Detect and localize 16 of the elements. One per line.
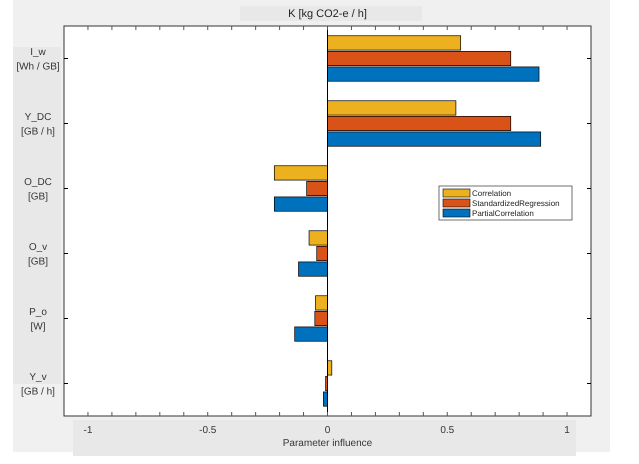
x-tick-label: 0 [324, 425, 331, 436]
x-tick-label: 1 [564, 425, 570, 436]
y-tick-label: Y_DC [GB / h] [21, 112, 56, 138]
legend-label: Correlation [472, 189, 512, 198]
x-tick-label: -0.5 [199, 425, 217, 436]
y-tick-label: I_w [Wh / GB] [16, 47, 60, 72]
legend-label: PartialCorrelation [472, 209, 534, 218]
chart-title: K [kg CO2-e / h] [288, 8, 367, 20]
legend-label: StandardizedRegression [472, 199, 560, 208]
y-tick-label: O_DC [GB] [24, 177, 52, 202]
y-tick-label: P_o [W] [29, 307, 48, 332]
x-tick-label: 0.5 [440, 425, 455, 436]
y-tick-label: O_v [GB] [28, 242, 48, 268]
y-tick-label: Y_v [GB / h] [21, 372, 56, 398]
x-tick-label: -1 [84, 425, 93, 436]
x-axis-title: Parameter influence [282, 438, 373, 449]
